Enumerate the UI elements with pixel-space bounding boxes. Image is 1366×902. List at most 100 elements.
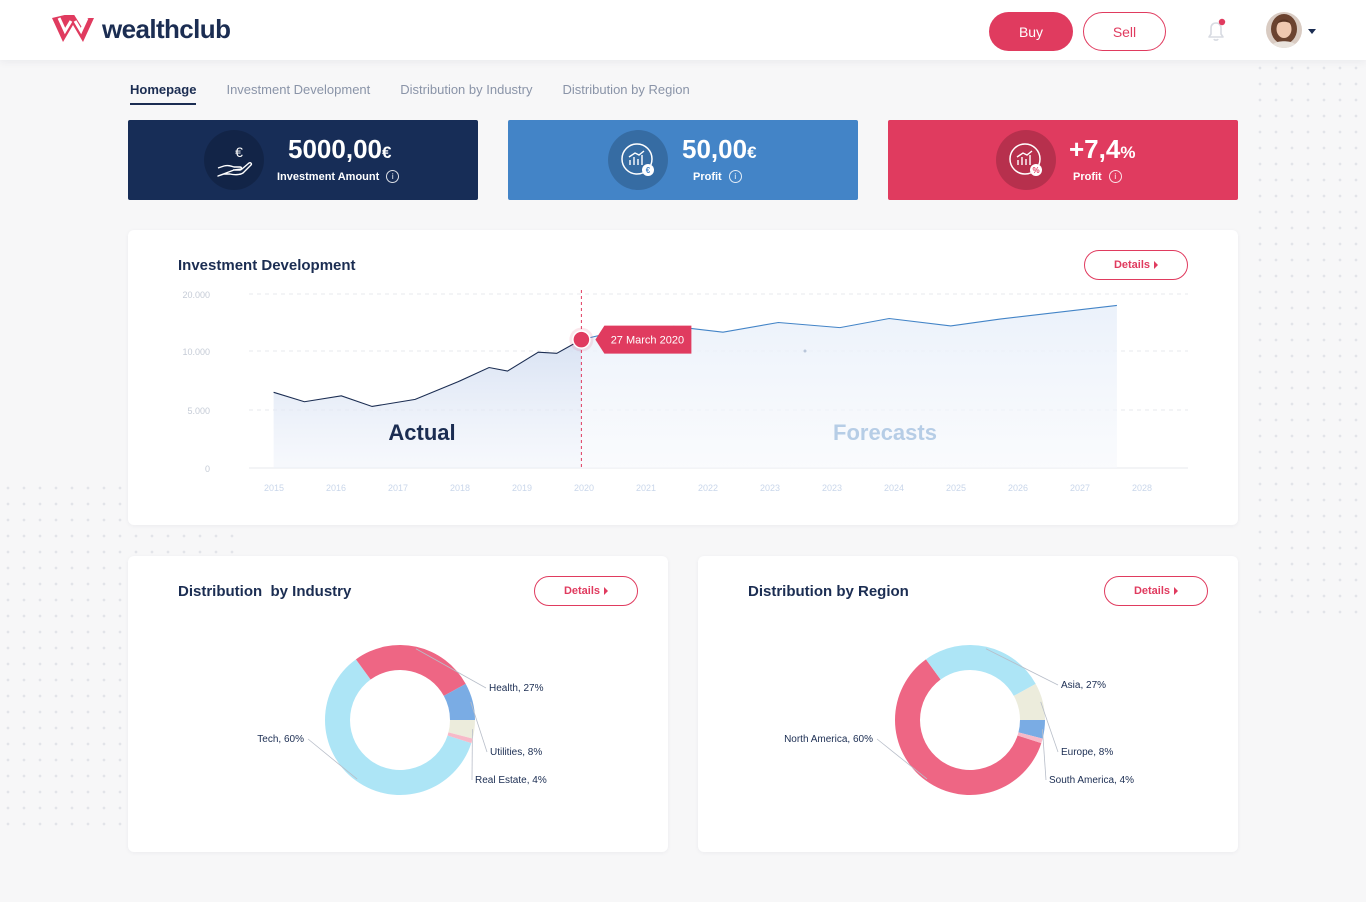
series-area-actual [273, 339, 582, 468]
svg-text:%: % [1032, 166, 1039, 175]
x-tick-label: 2021 [636, 483, 656, 493]
caret-right-icon [604, 587, 609, 595]
tab-homepage[interactable]: Homepage [130, 82, 197, 105]
buy-button[interactable]: Buy [989, 12, 1073, 51]
caret-right-icon [1174, 587, 1179, 595]
profit-euro-label: Profit [693, 170, 722, 183]
profit-euro-unit: € [747, 143, 757, 162]
industry-distribution-card: Distribution by Industry Details Tech, 6… [128, 556, 668, 852]
brand-name: wealthclub [102, 14, 231, 44]
industry-distribution-title: Distribution by Industry [178, 583, 352, 600]
investment-line-chart: 20.000 10.000 5.000 0 2015 2016 2017 2018 2019 2… [182, 290, 1188, 493]
dot-pattern [1252, 60, 1366, 620]
slice-label: North America, 60% [784, 734, 873, 745]
investment-development-card: Investment Development Details 20.000 10.… [128, 230, 1238, 525]
profit-percent-unit: % [1120, 143, 1136, 162]
profit-percent-card: % +7,4% Profit i [888, 120, 1238, 200]
investment-amount-label: Investment Amount [277, 170, 380, 183]
info-icon[interactable]: i [1108, 170, 1122, 183]
x-tick-label: 2024 [884, 483, 904, 493]
hand-euro-icon: € [204, 130, 264, 190]
profit-euro-value: 50,00 [682, 134, 748, 164]
slice-label: Health, 27% [489, 683, 544, 694]
top-bar: wealthclub Buy Sell [0, 0, 1366, 60]
label-leader-line [415, 648, 487, 689]
label-leader-line [1040, 701, 1059, 753]
donut-slice [1013, 683, 1045, 720]
profit-percent-value: +7,4 [1069, 134, 1121, 164]
industry-donut-chart: Tech, 60% Health, 27% Utilities, 8% Real Es… [257, 645, 547, 796]
slice-label: Tech, 60% [257, 734, 304, 745]
tab-distribution-by-industry[interactable]: Distribution by Industry [400, 82, 533, 97]
x-tick-label: 2023 [760, 483, 780, 493]
details-label: Details [1113, 259, 1151, 271]
profit-percent-label: Profit [1073, 170, 1102, 183]
slice-label: Real Estate, 4% [475, 775, 547, 786]
chart-percent-icon: % [996, 130, 1056, 190]
details-label: Details [563, 585, 601, 597]
region-distribution-card: Distribution by Region Details North Ame… [698, 556, 1238, 852]
actual-label: Actual [388, 420, 455, 445]
chart-point [803, 349, 807, 353]
x-tick-label: 2017 [388, 483, 408, 493]
marker-tooltip [595, 325, 692, 354]
slice-label: Asia, 27% [1061, 680, 1106, 691]
x-tick-label: 2018 [450, 483, 470, 493]
x-tick-label: 2027 [1070, 483, 1090, 493]
y-tick-label: 10.000 [182, 347, 210, 357]
marker-date-label: 27 March 2020 [611, 335, 684, 347]
main-tabs: Homepage Investment Development Distribu… [130, 82, 720, 105]
investment-amount-unit: € [381, 143, 392, 162]
label-leader-line [470, 701, 488, 753]
x-tick-label: 2022 [698, 483, 718, 493]
slice-label: Utilities, 8% [490, 747, 542, 758]
sell-button[interactable]: Sell [1083, 12, 1166, 51]
label-leader-line [876, 738, 928, 780]
investment-amount-value: 5000,00 [288, 134, 382, 164]
x-tick-label: 2019 [512, 483, 532, 493]
donut-slice [325, 659, 472, 796]
investment-development-title: Investment Development [178, 257, 356, 274]
x-tick-label: 2020 [574, 483, 594, 493]
y-tick-label: 0 [205, 464, 210, 474]
investment-amount-card: € 5000,00€ Investment Amount i [128, 120, 478, 200]
tab-distribution-by-region[interactable]: Distribution by Region [562, 82, 690, 97]
slice-label: Europe, 8% [1061, 747, 1113, 758]
chart-euro-icon: € [608, 130, 668, 190]
x-tick-label: 2015 [264, 483, 284, 493]
investment-details-button[interactable]: Details [1084, 250, 1188, 280]
donut-slice [448, 720, 475, 739]
details-label: Details [1133, 585, 1171, 597]
brand-logo[interactable]: wealthclub [50, 14, 231, 45]
tab-investment-development[interactable]: Investment Development [226, 82, 371, 97]
donut-slice [1017, 732, 1043, 744]
y-tick-label: 5.000 [187, 406, 210, 416]
industry-details-button[interactable]: Details [534, 576, 638, 606]
donut-slice [925, 645, 1036, 696]
series-line-actual [273, 339, 582, 408]
svg-text:€: € [235, 144, 243, 160]
x-tick-label: 2016 [326, 483, 346, 493]
label-leader-line [985, 648, 1059, 686]
donut-slice [447, 732, 473, 744]
account-menu-chevron-down-icon[interactable] [1308, 29, 1316, 34]
region-distribution-title: Distribution by Region [748, 583, 909, 600]
profit-euro-card: € 50,00€ Profit i [508, 120, 858, 200]
donut-slice [443, 683, 475, 720]
series-area-forecast [581, 305, 1117, 468]
y-tick-label: 20.000 [182, 290, 210, 300]
svg-text:€: € [646, 166, 651, 175]
x-tick-label: 2023 [822, 483, 842, 493]
donut-slice [355, 645, 466, 696]
label-leader-line [1042, 729, 1047, 781]
notification-bell-icon[interactable] [1203, 18, 1229, 49]
user-avatar[interactable] [1266, 12, 1302, 48]
x-tick-label: 2025 [946, 483, 966, 493]
info-icon[interactable]: i [728, 170, 742, 183]
notification-dot [1218, 18, 1226, 26]
label-leader-line [307, 738, 358, 780]
forecast-label: Forecasts [833, 420, 937, 445]
info-icon[interactable]: i [386, 170, 400, 183]
donut-slice [895, 659, 1042, 796]
region-details-button[interactable]: Details [1104, 576, 1208, 606]
